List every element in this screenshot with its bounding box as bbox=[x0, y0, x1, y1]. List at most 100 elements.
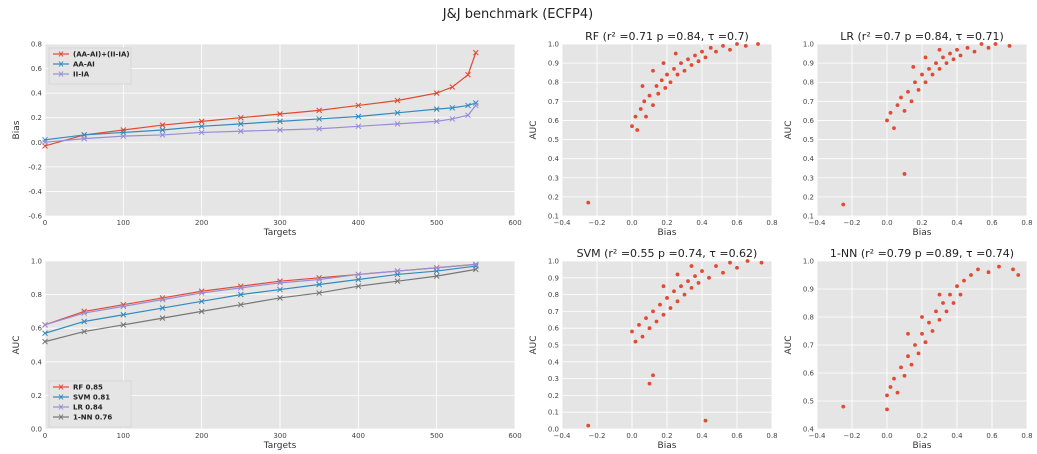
subplot-title: LR (r² =0.7 p =0.84, τ =0.71) bbox=[840, 30, 1004, 43]
series-point bbox=[394, 268, 401, 274]
scatter-point bbox=[642, 99, 647, 104]
scatter-point bbox=[661, 284, 666, 289]
scatter-point bbox=[665, 72, 669, 77]
scatter-point bbox=[934, 309, 938, 314]
x-tick-label: 500 bbox=[430, 432, 443, 440]
y-axis-label: AUC bbox=[12, 335, 22, 354]
y-tick-label: 0.5 bbox=[803, 398, 814, 406]
scatter-point bbox=[654, 319, 659, 324]
scatter-point bbox=[986, 270, 991, 275]
x-tick-label: 0.0 bbox=[881, 219, 892, 227]
scatter-point bbox=[707, 275, 711, 280]
y-axis-label: AUC bbox=[529, 335, 539, 354]
scatter-point bbox=[841, 202, 846, 207]
series-point bbox=[237, 301, 244, 308]
series-point bbox=[198, 298, 205, 305]
series-point bbox=[394, 109, 401, 116]
scatter-point bbox=[686, 279, 690, 284]
scatter-point bbox=[672, 289, 676, 294]
series-point bbox=[277, 286, 283, 293]
series-point bbox=[472, 102, 479, 109]
series-point bbox=[394, 278, 401, 285]
scatter-point bbox=[885, 118, 889, 123]
series-point bbox=[42, 139, 48, 146]
y-tick-label: 0.9 bbox=[548, 60, 559, 68]
series-point bbox=[120, 311, 127, 318]
x-tick-label: −0.4 bbox=[554, 432, 572, 440]
y-tick-label: 0.2 bbox=[31, 392, 42, 400]
x-tick-label: −0.2 bbox=[589, 432, 606, 440]
series-point bbox=[355, 283, 362, 290]
series-point bbox=[237, 291, 244, 298]
scatter-point bbox=[993, 42, 998, 46]
scatter-point bbox=[951, 301, 956, 305]
scatter-point bbox=[661, 312, 666, 317]
scatter-point bbox=[728, 47, 732, 52]
x-tick-label: 0.2 bbox=[661, 432, 672, 440]
y-tick-label: 1.0 bbox=[31, 258, 42, 266]
x-tick-label: 0.4 bbox=[951, 432, 963, 440]
scatter-point bbox=[944, 309, 949, 314]
y-tick-label: -0.2 bbox=[28, 163, 42, 171]
x-tick-label: 500 bbox=[430, 219, 443, 227]
series-point bbox=[277, 127, 283, 133]
scatter-point bbox=[675, 272, 680, 277]
x-axis-label: Targets bbox=[263, 228, 297, 238]
scatter-point bbox=[888, 110, 893, 115]
series-point bbox=[42, 338, 48, 345]
scatter-point bbox=[895, 390, 900, 395]
series-point bbox=[433, 273, 440, 279]
scatter-point bbox=[689, 63, 694, 67]
x-axis-label: Bias bbox=[658, 441, 677, 451]
x-tick-label: 0 bbox=[43, 432, 47, 440]
scatter-point bbox=[955, 284, 959, 289]
scatter-point bbox=[696, 59, 701, 64]
y-tick-label: 0.9 bbox=[548, 274, 559, 282]
scatter-point bbox=[668, 306, 673, 310]
scatter-point bbox=[902, 108, 907, 113]
series-point bbox=[120, 127, 127, 133]
scatter-point bbox=[906, 354, 910, 359]
series-line bbox=[44, 263, 476, 326]
x-tick-label: 0.0 bbox=[626, 432, 637, 440]
y-tick-label: 1.0 bbox=[803, 258, 814, 266]
lr-scatter-panel: −0.4 −0.2 0.0 0.2 0.4 0.6 0.8 0.1 0.2 0.3 0.4 0.5 0.… bbox=[784, 30, 1033, 238]
scatter-point bbox=[686, 57, 690, 62]
y-tick-label: 0.8 bbox=[803, 314, 814, 322]
scatter-point bbox=[913, 80, 917, 85]
series-point bbox=[198, 129, 205, 136]
subplot-title: 1-NN (r² =0.79 p =0.89, τ =0.74) bbox=[830, 247, 1014, 260]
y-tick-label: 0.4 bbox=[548, 155, 560, 163]
x-axis-label: Bias bbox=[913, 228, 932, 238]
series-point bbox=[316, 125, 323, 132]
scatter-point bbox=[693, 274, 697, 279]
y-tick-label: 0.4 bbox=[31, 358, 43, 366]
y-tick-label: 0.6 bbox=[803, 370, 815, 378]
scatter-point bbox=[920, 331, 924, 336]
scatter-point bbox=[630, 124, 634, 129]
legend-label: AA-AI bbox=[73, 61, 95, 69]
x-tick-label: 0.8 bbox=[766, 219, 777, 227]
scatter-point bbox=[923, 80, 928, 85]
scatter-point bbox=[927, 320, 931, 325]
scatter-point bbox=[927, 66, 931, 71]
y-tick-label: 0.6 bbox=[548, 325, 560, 333]
scatter-point bbox=[885, 407, 889, 412]
y-tick-label: 0.8 bbox=[548, 291, 559, 299]
scatter-point bbox=[948, 292, 952, 297]
series-point bbox=[159, 127, 166, 133]
series-point bbox=[81, 135, 88, 142]
figure-title: J&J benchmark (ECFP4) bbox=[442, 7, 593, 22]
scatter-point bbox=[951, 57, 956, 62]
scatter-point bbox=[644, 316, 648, 321]
scatter-point bbox=[937, 47, 942, 52]
x-tick-label: −0.4 bbox=[809, 432, 827, 440]
series-point bbox=[42, 330, 48, 337]
scatter-point bbox=[651, 309, 655, 314]
scatter-point bbox=[586, 200, 591, 205]
scatter-point bbox=[659, 78, 664, 83]
scatter-point bbox=[663, 86, 668, 90]
x-tick-label: −0.2 bbox=[589, 219, 606, 227]
y-tick-label: 0.4 bbox=[803, 426, 815, 434]
legend-label: II-IA bbox=[73, 71, 90, 79]
